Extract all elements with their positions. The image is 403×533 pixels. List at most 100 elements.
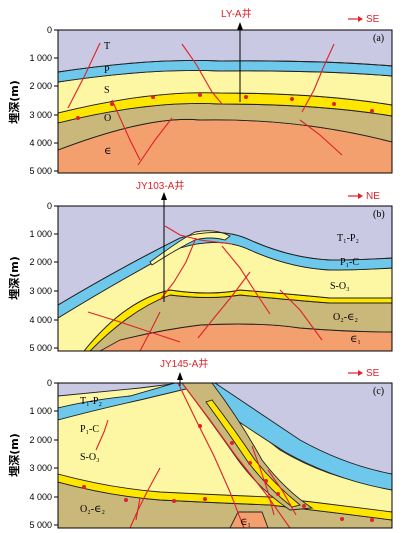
panel-c-sample-dots xyxy=(82,424,374,522)
panel-b-fault-5 xyxy=(87,311,181,343)
sample-dot xyxy=(340,517,344,521)
depth-tick: 3 000 xyxy=(29,110,52,120)
panel-b-fault-7 xyxy=(279,289,323,341)
panel-a-depth-axis: 0 1 000 2 000 3 000 4 000 5 000 xyxy=(29,25,58,176)
panel-b-direction-label: NE xyxy=(366,191,380,202)
sample-dot xyxy=(203,497,207,501)
panel-b-fault-6 xyxy=(139,311,161,352)
depth-tick: 3 000 xyxy=(29,286,52,296)
panel-c-fault-3 xyxy=(95,419,109,451)
panel-b-fault-2 xyxy=(159,237,197,301)
panel-a-sample-dots xyxy=(76,93,374,120)
panel-c-tag: (c) xyxy=(373,386,384,397)
panel-b-stratum-label: S-O₃ xyxy=(330,281,350,292)
depth-tick: 2 000 xyxy=(29,81,52,91)
sample-dot xyxy=(276,492,280,496)
panel-c-fault-4 xyxy=(129,467,161,529)
sample-dot xyxy=(110,102,114,106)
panel-c-well-arrow-icon xyxy=(177,372,183,380)
sample-dot xyxy=(82,485,86,489)
depth-tick: 5 000 xyxy=(29,343,52,353)
panel-b-stratum-label: T₁-P₂ xyxy=(337,233,359,244)
depth-tick: 0 xyxy=(47,25,52,35)
panel-b-y-axis-label: 埋深(m) xyxy=(7,256,21,300)
panel-c-stratum-label: P₁-C xyxy=(80,424,99,435)
sample-dot xyxy=(124,498,128,502)
depth-tick: 1 000 xyxy=(29,53,52,63)
panel-a-strata xyxy=(58,30,392,173)
panel-a-stratum-label: O xyxy=(104,113,111,124)
panel-c-stratum-label: T₁-P₂ xyxy=(80,396,102,407)
panel-b-faults xyxy=(87,225,323,352)
panel-c-strata xyxy=(58,383,392,528)
panel-c-fault-5 xyxy=(251,445,275,516)
panel-b-fault-3 xyxy=(221,245,271,315)
panel-a-stratum-label: P xyxy=(104,65,110,76)
panel-b-well-arrow-icon xyxy=(161,192,167,200)
panel-b-stratum-label: ∈₁ xyxy=(350,334,361,345)
panel-b-depth-axis: 0 1 000 2 000 3 000 4 000 5 000 xyxy=(29,201,58,353)
sample-dot xyxy=(76,116,80,120)
panel-a-faults xyxy=(67,42,343,166)
sample-dot xyxy=(248,461,252,465)
panel-c-fault-6 xyxy=(267,469,297,516)
depth-tick: 4 000 xyxy=(29,138,52,148)
sample-dot xyxy=(290,97,294,101)
panel-b-well-label: JY103-A井 xyxy=(136,179,184,192)
panel-a-well-arrow-icon xyxy=(237,22,243,30)
panel-a-well-label: LY-A井 xyxy=(221,7,252,20)
panel-c-frame xyxy=(57,382,393,529)
panel-a-stratum-label: T xyxy=(104,41,110,52)
panel-a-stratum-label: S xyxy=(104,85,110,96)
sample-dot xyxy=(151,95,155,99)
depth-tick: 4 000 xyxy=(29,492,52,502)
sample-dot xyxy=(370,109,374,113)
depth-tick: 5 000 xyxy=(29,520,52,530)
panel-c-fault-7 xyxy=(135,497,141,521)
sample-dot xyxy=(172,499,176,503)
panel-b-fault-4 xyxy=(197,271,251,339)
panel-b-fault-1 xyxy=(164,225,233,245)
panel-a-fault-6 xyxy=(299,119,343,156)
panel-c-stratum-label: ∈₁ xyxy=(240,517,251,528)
depth-tick: 1 000 xyxy=(29,406,52,416)
panel-a-fault-4 xyxy=(111,99,141,161)
panel-a-direction-label: SE xyxy=(366,14,380,25)
depth-tick: 5 000 xyxy=(29,166,52,176)
panel-c-fault-1 xyxy=(181,382,291,529)
panel-a: LY-A井 SE (a) T P S O ∈ 0 1 000 2 000 3 0… xyxy=(7,7,393,176)
panel-a-fault-2 xyxy=(181,43,223,105)
depth-tick: 0 xyxy=(47,201,52,211)
panel-c-depth-axis: 0 1 000 2 000 3 000 4 000 5 000 xyxy=(29,378,58,530)
depth-tick: 2 000 xyxy=(29,257,52,267)
sample-dot xyxy=(198,424,202,428)
panel-c-stratum-label: O₂-∈₂ xyxy=(80,504,105,515)
panel-c-fault-2 xyxy=(177,382,245,529)
panel-b-strata xyxy=(58,206,392,351)
sample-dot xyxy=(264,479,268,483)
depth-tick: 0 xyxy=(47,378,52,388)
depth-tick: 1 000 xyxy=(29,229,52,239)
depth-tick: 3 000 xyxy=(29,463,52,473)
panel-c-well-label: JY145-A井 xyxy=(160,357,208,370)
sample-dot xyxy=(230,441,234,445)
panel-a-y-axis-label: 埋深(m) xyxy=(7,80,21,124)
panel-b-stratum-label: O₂-∈₂ xyxy=(333,312,358,323)
panel-a-tag: (a) xyxy=(373,33,384,44)
panel-b: JY103-A井 NE (b) T₁-P₂ P₁-C S-O₃ O₂-∈₂ ∈₁… xyxy=(7,179,393,353)
sample-dot xyxy=(302,504,306,508)
panel-c-y-axis-label: 埋深(m) xyxy=(7,433,21,477)
panel-a-fault-5 xyxy=(137,117,173,166)
panel-b-stratum-label: P₁-C xyxy=(340,257,359,268)
panel-a-fault-1 xyxy=(67,42,101,109)
panel-a-fault-3 xyxy=(301,43,335,113)
panel-c-stratum-label: S-O₃ xyxy=(80,452,100,463)
depth-tick: 2 000 xyxy=(29,435,52,445)
panel-b-tag: (b) xyxy=(373,209,385,220)
sample-dot xyxy=(370,518,374,522)
panel-b-frame xyxy=(57,205,393,352)
panel-c: JY145-A井 SE (c) T₁-P₂ P₁-C S-O₃ O₂-∈₂ ∈₁… xyxy=(7,357,393,530)
sample-dot xyxy=(332,102,336,106)
panel-a-frame xyxy=(57,29,393,174)
